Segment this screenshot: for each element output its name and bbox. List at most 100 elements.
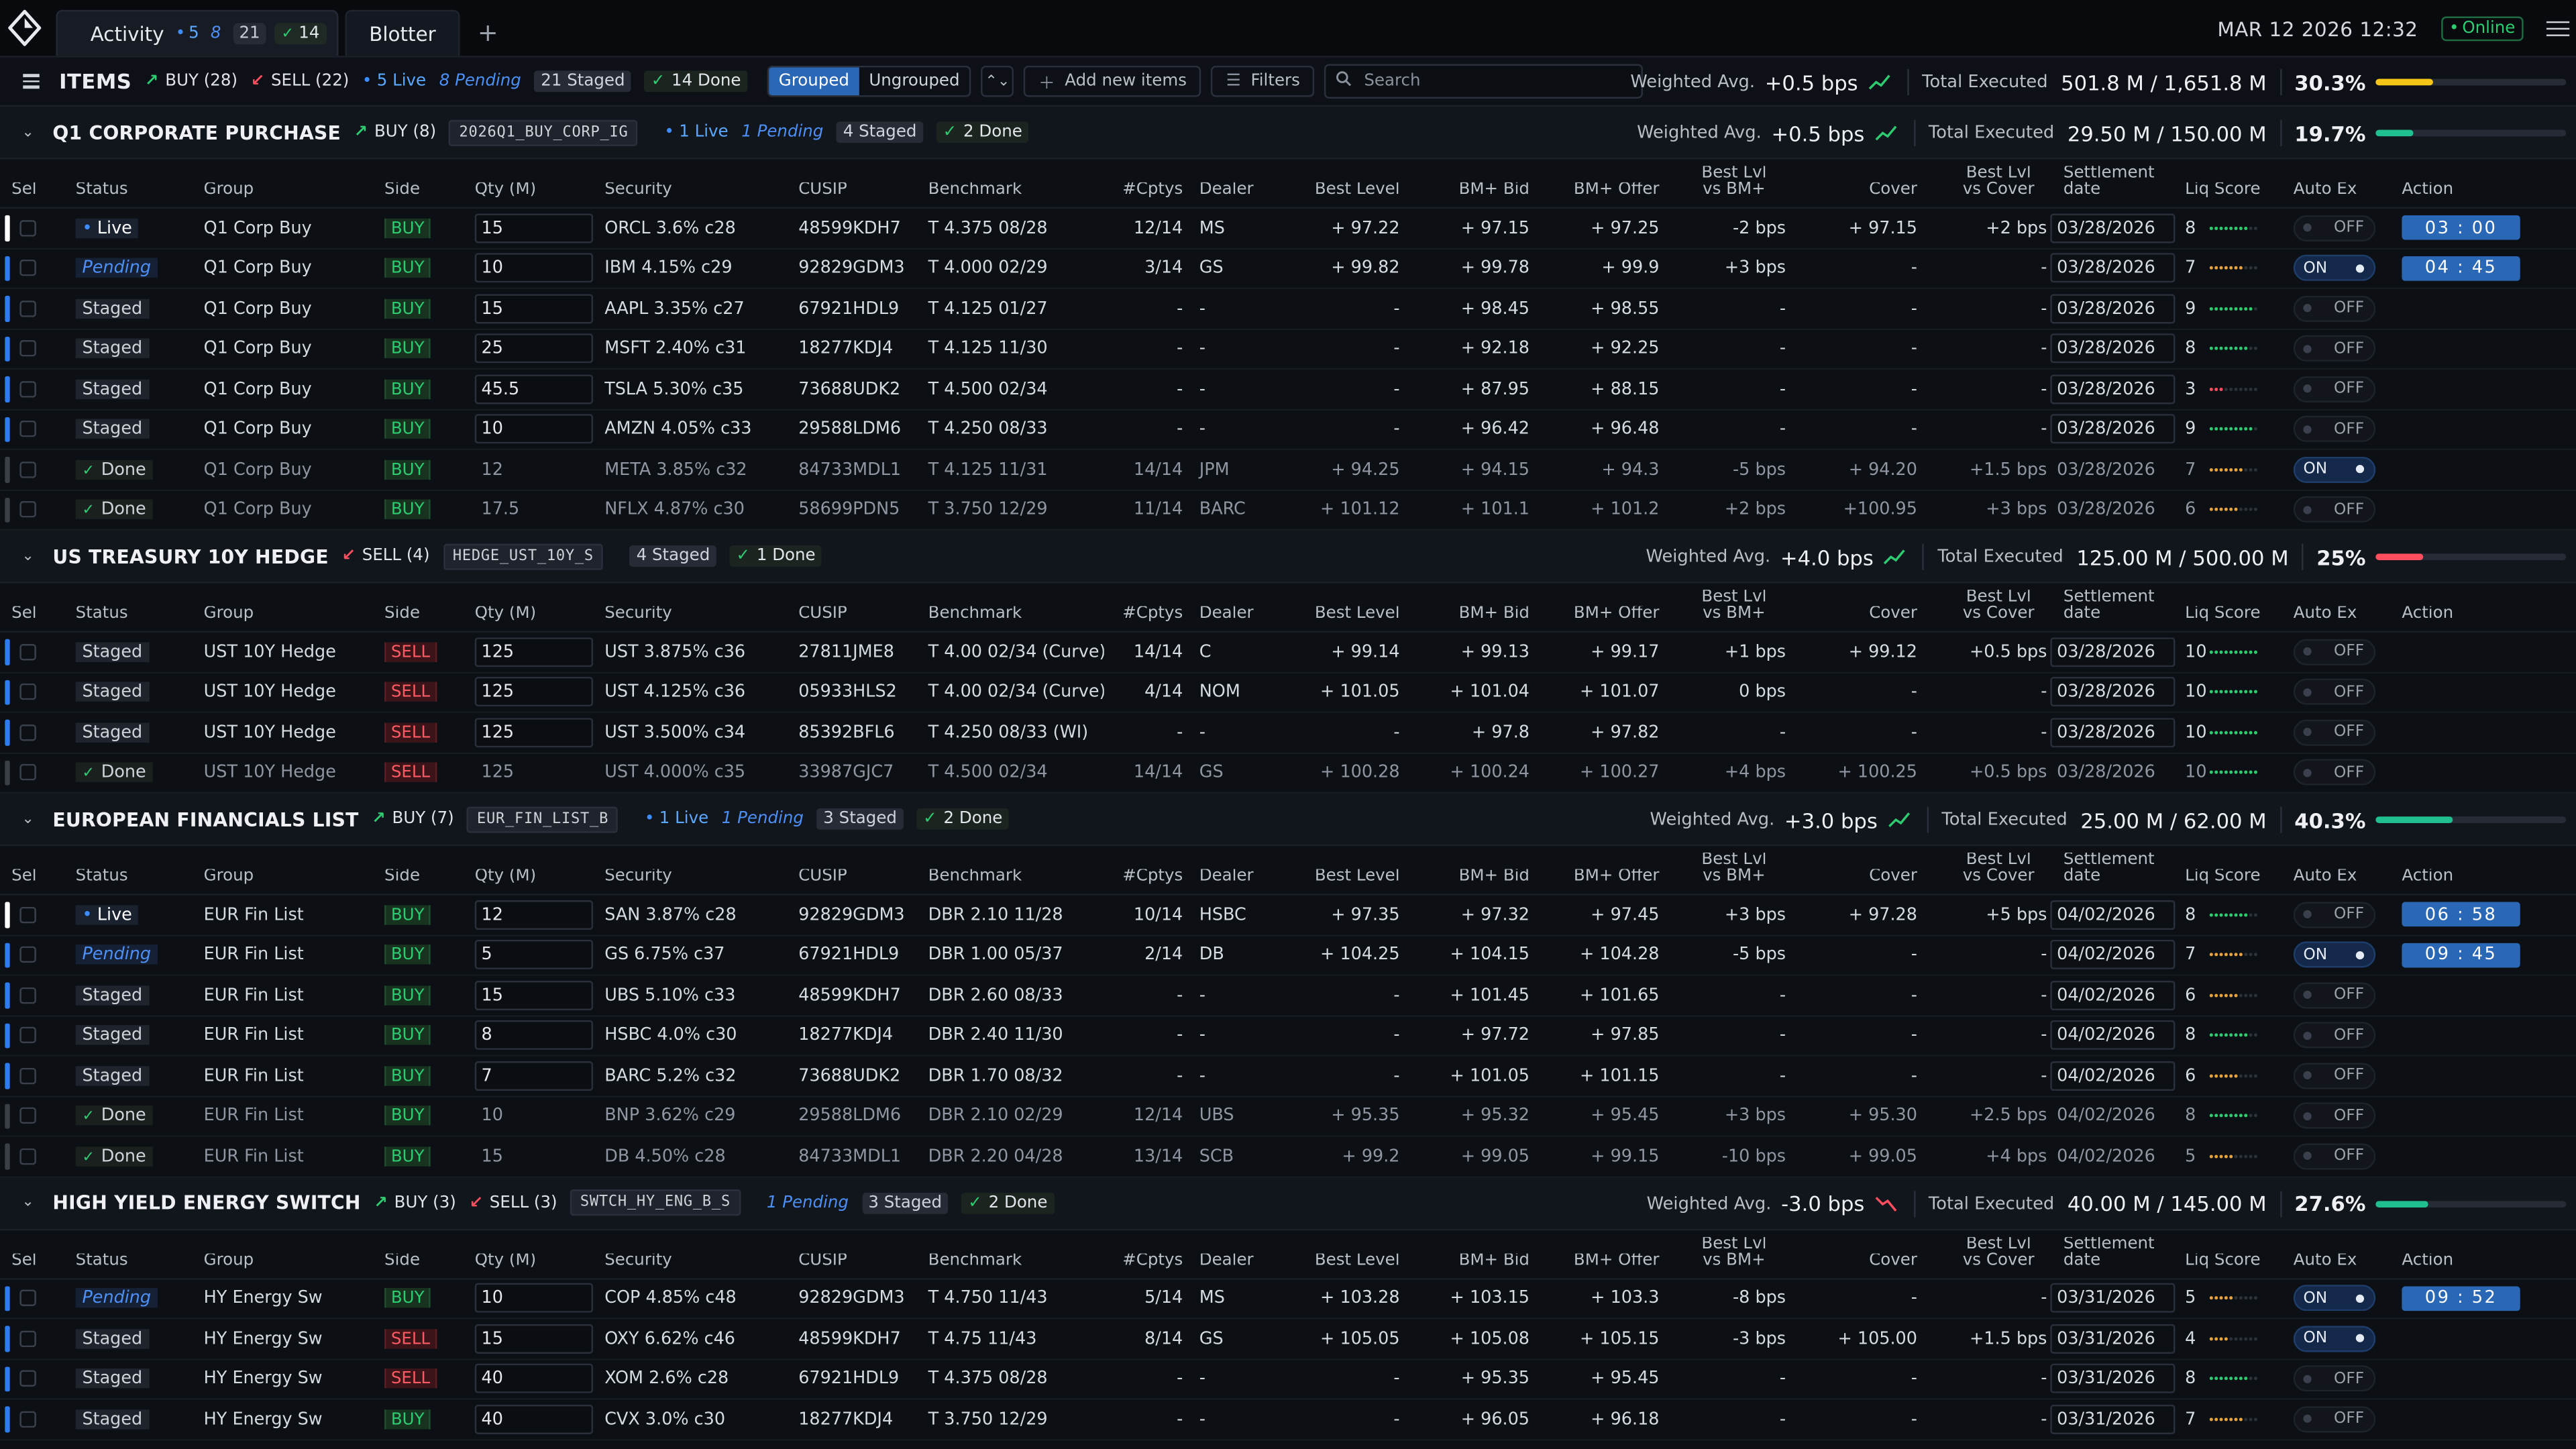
settlement-date-field[interactable]: 04/02/2026: [2050, 980, 2176, 1010]
column-header-auto[interactable]: Auto Ex: [2293, 869, 2357, 886]
column-header-security[interactable]: Security: [604, 182, 672, 199]
column-header-auto[interactable]: Auto Ex: [2293, 182, 2357, 199]
row-select-checkbox[interactable]: [19, 1371, 36, 1387]
column-header-blc[interactable]: Best Lvl vs Cover: [1962, 590, 2035, 623]
auto-execute-toggle[interactable]: OFF: [2293, 1102, 2376, 1130]
column-header-settle[interactable]: Settlement date: [2063, 853, 2155, 886]
settlement-date-field[interactable]: 03/28/2026: [2050, 677, 2176, 707]
settlement-date-field[interactable]: 03/31/2026: [2050, 1404, 2176, 1434]
row-select-checkbox[interactable]: [19, 1067, 36, 1084]
row-select-checkbox[interactable]: [19, 340, 36, 358]
table-row[interactable]: Live EUR Fin List BUY 12 SAN 3.87% c28 92829G…: [0, 896, 2576, 936]
row-select-checkbox[interactable]: [19, 724, 36, 741]
column-header-side[interactable]: Side: [384, 606, 421, 623]
search-input[interactable]: Search: [1324, 64, 1644, 99]
chevron-down-icon[interactable]: ⌄: [21, 547, 34, 565]
chevron-down-icon[interactable]: ⌄: [21, 123, 34, 141]
column-header-sel[interactable]: Sel: [11, 1252, 37, 1269]
auto-execute-toggle[interactable]: ON: [2293, 1285, 2376, 1311]
tab-blotter[interactable]: Blotter: [345, 9, 460, 56]
column-header-liq[interactable]: Liq Score: [2185, 606, 2261, 623]
settlement-date-field[interactable]: 03/28/2026: [2050, 637, 2176, 667]
table-row[interactable]: Staged UST 10Y Hedge SELL 125 UST 4.125% c36…: [0, 673, 2576, 713]
column-header-benchmark[interactable]: Benchmark: [928, 869, 1022, 886]
column-header-group[interactable]: Group: [203, 182, 254, 199]
column-header-action[interactable]: Action: [2402, 1252, 2454, 1269]
settlement-date-field[interactable]: 03/28/2026: [2050, 414, 2176, 444]
table-row[interactable]: Staged EUR Fin List BUY 8 HSBC 4.0% c30 18277…: [0, 1016, 2576, 1057]
countdown-timer[interactable]: 03 : 00: [2402, 215, 2520, 241]
column-header-blbm[interactable]: Best Lvl vs BM+: [1701, 853, 1767, 886]
column-header-settle[interactable]: Settlement date: [2063, 166, 2155, 199]
quantity-input[interactable]: 40: [474, 1404, 594, 1434]
grouped-button[interactable]: Grouped: [769, 67, 859, 96]
column-header-cover[interactable]: Cover: [1869, 869, 1917, 886]
table-row[interactable]: Done UST 10Y Hedge SELL 125 UST 4.000% c35 33…: [0, 753, 2576, 794]
row-select-checkbox[interactable]: [19, 380, 36, 398]
column-header-cover[interactable]: Cover: [1869, 1252, 1917, 1269]
column-header-liq[interactable]: Liq Score: [2185, 869, 2261, 886]
column-header-group[interactable]: Group: [203, 606, 254, 623]
column-header-security[interactable]: Security: [604, 1252, 672, 1269]
settlement-date-field[interactable]: 03/28/2026: [2050, 717, 2176, 747]
column-header-blbm[interactable]: Best Lvl vs BM+: [1701, 1236, 1767, 1269]
column-header-blc[interactable]: Best Lvl vs Cover: [1962, 1236, 2035, 1269]
column-header-best[interactable]: Best Level: [1314, 869, 1400, 886]
table-row[interactable]: Done Q1 Corp Buy BUY 17.5 NFLX 4.87% c30 5869…: [0, 490, 2576, 531]
column-header-settle[interactable]: Settlement date: [2063, 1236, 2155, 1269]
chevron-down-icon[interactable]: ⌄: [21, 810, 34, 828]
auto-execute-toggle[interactable]: ON: [2293, 941, 2376, 969]
table-row[interactable]: Staged HY Energy Sw SELL 40 XOM 2.6% c28 6792…: [0, 1360, 2576, 1400]
column-header-status[interactable]: Status: [75, 182, 128, 199]
auto-execute-toggle[interactable]: OFF: [2293, 496, 2376, 523]
auto-execute-toggle[interactable]: OFF: [2293, 295, 2376, 322]
table-row[interactable]: Staged HY Energy Sw BUY 40 CVX 3.0% c30 18277…: [0, 1400, 2576, 1440]
auto-execute-toggle[interactable]: OFF: [2293, 1405, 2376, 1432]
quantity-input[interactable]: 10: [474, 253, 594, 283]
column-header-benchmark[interactable]: Benchmark: [928, 606, 1022, 623]
quantity-input[interactable]: 7: [474, 1061, 594, 1091]
table-row[interactable]: Staged Q1 Corp Buy BUY 25 MSFT 2.40% c31 1827…: [0, 329, 2576, 370]
ungrouped-button[interactable]: Ungrouped: [869, 72, 960, 91]
auto-execute-toggle[interactable]: OFF: [2293, 1365, 2376, 1392]
quantity-input[interactable]: 10: [474, 414, 594, 444]
column-header-cusip[interactable]: CUSIP: [798, 606, 847, 623]
column-header-action[interactable]: Action: [2402, 182, 2454, 199]
row-select-checkbox[interactable]: [19, 906, 36, 923]
column-header-bid[interactable]: BM+ Bid: [1458, 869, 1530, 886]
auto-execute-toggle[interactable]: ON: [2293, 255, 2376, 282]
row-select-checkbox[interactable]: [19, 1027, 36, 1044]
column-header-best[interactable]: Best Level: [1314, 606, 1400, 623]
column-header-security[interactable]: Security: [604, 869, 672, 886]
column-header-security[interactable]: Security: [604, 606, 672, 623]
countdown-timer[interactable]: 04 : 45: [2402, 256, 2520, 281]
quantity-input[interactable]: 15: [474, 980, 594, 1010]
auto-execute-toggle[interactable]: OFF: [2293, 679, 2376, 706]
column-header-blc[interactable]: Best Lvl vs Cover: [1962, 853, 2035, 886]
column-header-group[interactable]: Group: [203, 869, 254, 886]
column-header-cptys[interactable]: #Cptys: [1122, 869, 1183, 886]
table-row[interactable]: Live Q1 Corp Buy BUY 15 ORCL 3.6% c28 48599KD…: [0, 209, 2576, 250]
countdown-timer[interactable]: 09 : 52: [2402, 1285, 2520, 1311]
column-header-cover[interactable]: Cover: [1869, 606, 1917, 623]
column-header-action[interactable]: Action: [2402, 606, 2454, 623]
row-select-checkbox[interactable]: [19, 684, 36, 700]
quantity-input[interactable]: 125: [474, 717, 594, 747]
column-header-cptys[interactable]: #Cptys: [1122, 1252, 1183, 1269]
settlement-date-field[interactable]: 04/02/2026: [2050, 1020, 2176, 1051]
table-row[interactable]: Done EUR Fin List BUY 15 DB 4.50% c28 84733MD…: [0, 1137, 2576, 1177]
row-select-checkbox[interactable]: [19, 260, 36, 277]
column-header-status[interactable]: Status: [75, 869, 128, 886]
add-tab-button[interactable]: +: [477, 17, 498, 48]
row-select-checkbox[interactable]: [19, 461, 36, 478]
table-row[interactable]: Staged EUR Fin List BUY 7 BARC 5.2% c32 73688…: [0, 1057, 2576, 1097]
column-header-offer[interactable]: BM+ Offer: [1573, 869, 1660, 886]
column-header-offer[interactable]: BM+ Offer: [1573, 1252, 1660, 1269]
column-header-side[interactable]: Side: [384, 1252, 421, 1269]
table-row[interactable]: Done EUR Fin List BUY 10 BNP 3.62% c29 29588L…: [0, 1097, 2576, 1137]
quantity-input[interactable]: 8: [474, 1020, 594, 1051]
filters-button[interactable]: ☰ Filters: [1211, 65, 1315, 97]
column-header-side[interactable]: Side: [384, 869, 421, 886]
column-header-sel[interactable]: Sel: [11, 869, 37, 886]
countdown-timer[interactable]: 09 : 45: [2402, 943, 2520, 967]
